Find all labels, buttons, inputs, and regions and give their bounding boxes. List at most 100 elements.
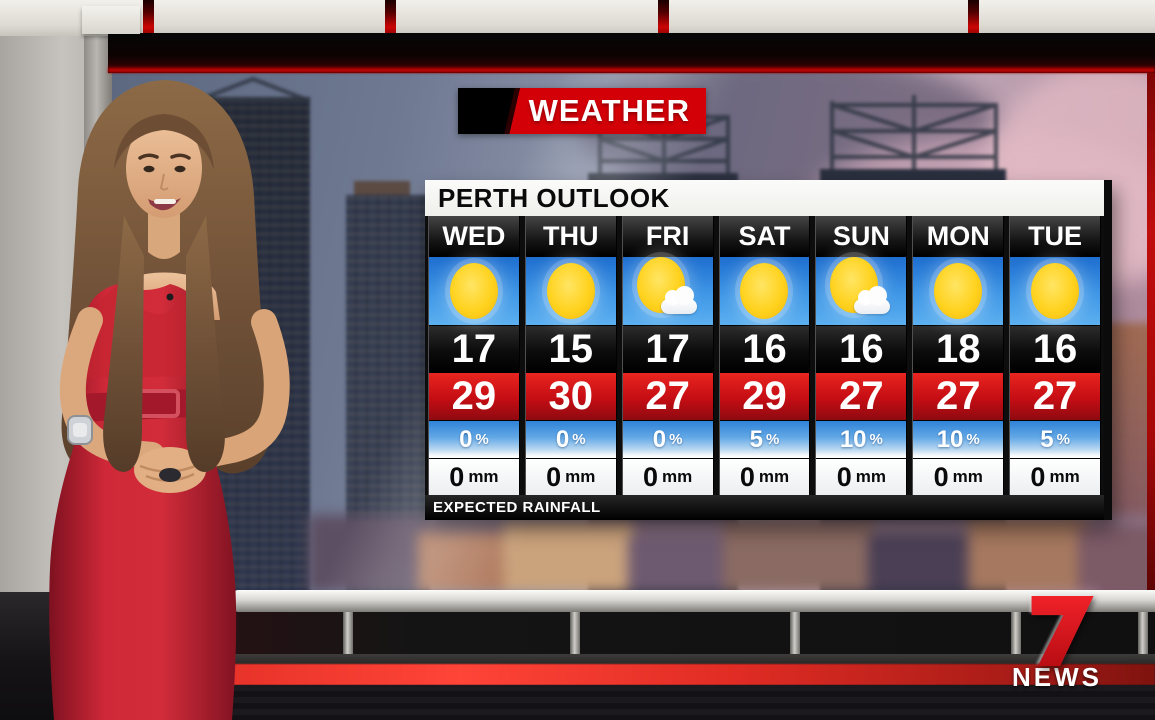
min-temp: 16 [816,325,907,372]
sun-icon [740,263,789,319]
desk-rail [233,590,1155,612]
rainfall-amount: 0 mm [525,458,616,495]
ceiling-light-gap [968,0,979,36]
forecast-title: PERTH OUTLOOK [425,180,1104,216]
rainfall-amount: 0 mm [719,458,810,495]
weather-segment-banner: WEATHER [458,88,706,134]
rain-chance: 0 % [429,420,519,458]
day-label: SAT [719,216,810,256]
rain-chance: 5 % [719,420,810,458]
desk-divider [343,612,353,654]
screen-red-bezel [1147,73,1155,592]
day-label: THU [525,216,616,256]
condition-icon-cell [525,256,616,325]
condition-icon-cell [1010,256,1100,325]
min-temp: 16 [719,325,810,372]
forecast-column: THU 15 30 0 % 0 mm [524,216,617,495]
millimetre-unit: mm [855,467,886,486]
forecast-column: MON 18 27 10 % 0 mm [912,216,1005,495]
forecast-footer-label: EXPECTED RAINFALL [425,495,1104,520]
percent-unit: % [475,431,489,448]
desk-divider [1011,612,1021,654]
cloud-icon [660,286,697,314]
percent-unit: % [572,431,586,448]
max-temp: 27 [1010,372,1100,420]
sun-icon [934,263,983,319]
ceiling-light-gap [385,0,396,36]
news-wordmark: NEWS [1012,662,1102,692]
screen-top-bezel [108,33,1155,73]
rain-chance: 0 % [525,420,616,458]
percent-unit: % [669,431,683,448]
rainfall-amount: 0 mm [622,458,713,495]
rain-chance: 10 % [913,420,1004,458]
forecast-grid: WED 17 29 0 % 0 mm THU [425,216,1104,495]
max-temp: 27 [622,372,713,420]
studio-ceiling [0,0,1155,36]
wrist-watch [67,415,93,445]
rainfall-amount: 0 mm [816,458,907,495]
max-temp: 29 [719,372,810,420]
forecast-column: SUN 16 27 10 % 0 mm [815,216,908,495]
max-temp: 27 [816,372,907,420]
ceiling-light-gap [143,0,154,36]
condition-icon-cell [913,256,1004,325]
forecast-column: TUE 16 27 5 % 0 mm [1009,216,1101,495]
max-temp: 30 [525,372,616,420]
min-temp: 17 [429,325,519,372]
weather-presenter [49,80,290,720]
min-temp: 18 [913,325,1004,372]
lapel-microphone [166,293,174,301]
condition-icon-cell [429,256,519,325]
condition-icon-cell [622,256,713,325]
rain-chance: 0 % [622,420,713,458]
forecast-column: WED 17 29 0 % 0 mm [428,216,520,495]
rainfall-amount: 0 mm [429,458,519,495]
percent-unit: % [966,431,980,448]
day-label: TUE [1010,216,1100,256]
rain-chance: 10 % [816,420,907,458]
seven-numeral-icon [1031,596,1094,666]
desk-divider [790,612,800,654]
millimetre-unit: mm [662,467,693,486]
day-label: FRI [622,216,713,256]
day-label: SUN [816,216,907,256]
floor-band [233,654,1155,664]
millimetre-unit: mm [1049,467,1080,486]
floor-red-stripe [228,664,1155,685]
presenter-face [126,118,202,218]
millimetre-unit: mm [952,467,983,486]
weather-banner-label: WEATHER [528,93,690,128]
desk-panels [233,612,1155,654]
sun-icon [449,263,498,319]
cloud-icon [854,286,891,314]
sun-icon [546,263,595,319]
percent-unit: % [766,431,780,448]
percent-unit: % [1056,431,1070,448]
millimetre-unit: mm [565,467,596,486]
condition-icon-cell [719,256,810,325]
condition-icon-cell [816,256,907,325]
rainfall-amount: 0 mm [1010,458,1100,495]
forecast-panel: PERTH OUTLOOK WED 17 29 0 % 0 mm [425,180,1112,520]
day-label: WED [429,216,519,256]
wall-molding [82,6,140,34]
seven-news-logo: 7 NEWS [996,596,1118,698]
lower-skyline [308,515,1155,592]
millimetre-unit: mm [758,467,790,486]
day-label: MON [913,216,1004,256]
floor-base [228,685,1155,720]
sun-icon [1031,263,1080,319]
min-temp: 17 [622,325,713,372]
presenter-clicker [159,468,181,482]
percent-unit: % [869,431,883,448]
max-temp: 29 [429,372,519,420]
min-temp: 15 [525,325,616,372]
min-temp: 16 [1010,325,1100,372]
millimetre-unit: mm [468,467,499,486]
rainfall-amount: 0 mm [913,458,1004,495]
forecast-column: FRI 17 27 0 % 0 mm [621,216,714,495]
desk-divider [1138,612,1148,654]
ceiling-light-gap [658,0,669,36]
